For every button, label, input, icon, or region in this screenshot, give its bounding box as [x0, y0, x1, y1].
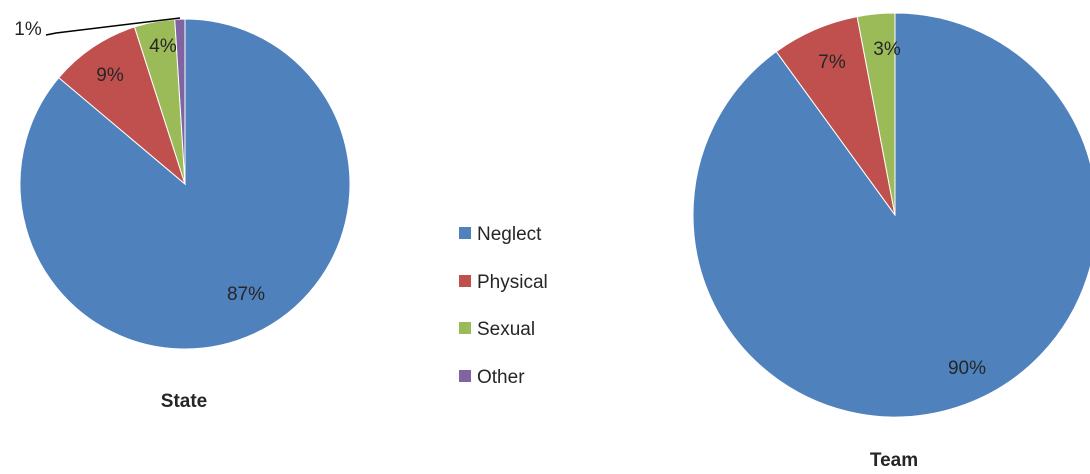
data-label-state-sexual: 4% — [149, 36, 177, 57]
data-label-state-physical: 9% — [96, 65, 124, 86]
legend-swatch-sexual — [459, 322, 471, 334]
pie-slice-team-sexual — [856, 12, 896, 216]
legend-swatch-other — [459, 370, 471, 382]
legend-item-neglect: Neglect — [459, 224, 542, 245]
pie-chart-state: 87% 9% 4% 1% — [14, 17, 351, 350]
pie-slice-team-neglect — [692, 12, 1090, 418]
pie-title-team: Team — [870, 450, 918, 471]
pie-chart-team: 90% 7% 3% — [692, 12, 1090, 418]
legend-swatch-neglect — [459, 227, 471, 239]
legend-swatch-physical — [459, 275, 471, 287]
legend-item-physical: Physical — [459, 272, 548, 293]
data-label-team-neglect: 90% — [948, 358, 986, 379]
data-label-state-other: 1% — [14, 19, 42, 40]
legend-label-physical: Physical — [477, 272, 548, 293]
leader-line-state-other — [45, 17, 181, 36]
legend-item-other: Other — [459, 367, 525, 388]
data-label-team-sexual: 3% — [873, 39, 901, 60]
legend: Neglect Physical Sexual Other — [459, 224, 548, 388]
pie-slice-state-physical — [58, 26, 187, 186]
legend-label-neglect: Neglect — [477, 224, 542, 245]
legend-label-sexual: Sexual — [477, 319, 535, 340]
data-label-state-neglect: 87% — [227, 284, 265, 305]
legend-item-sexual: Sexual — [459, 319, 535, 340]
data-label-team-physical: 7% — [818, 52, 846, 73]
pie-title-state: State — [161, 391, 207, 412]
legend-label-other: Other — [477, 367, 525, 388]
